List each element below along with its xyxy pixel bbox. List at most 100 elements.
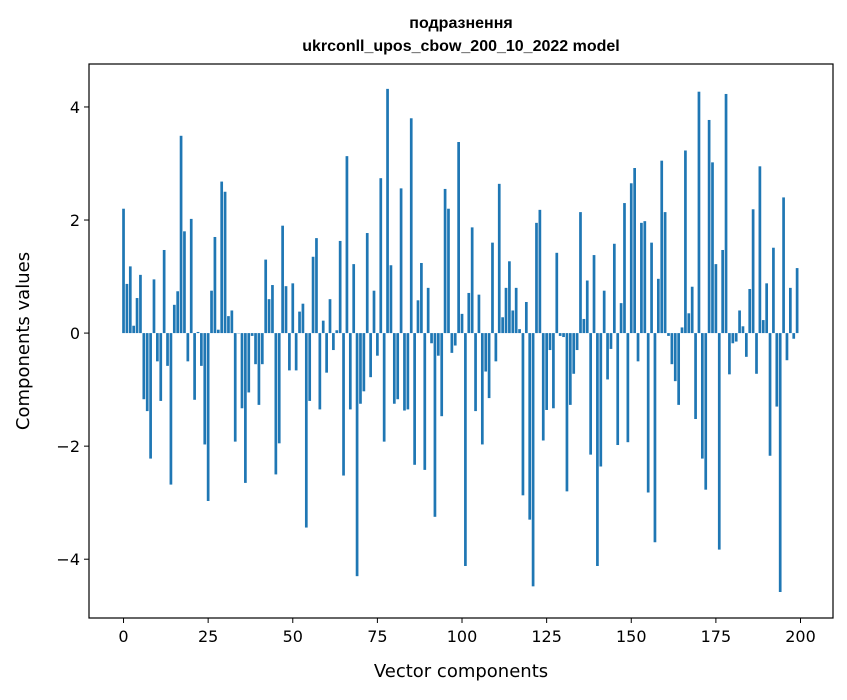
bar <box>464 333 467 566</box>
bar <box>153 279 156 333</box>
bar <box>356 333 359 576</box>
bar <box>566 333 569 491</box>
bar <box>217 330 220 333</box>
bar <box>335 330 338 333</box>
bar <box>210 291 213 333</box>
bar <box>752 209 755 333</box>
bar <box>654 333 657 542</box>
bar <box>769 333 772 456</box>
bar <box>667 333 670 336</box>
bar <box>562 333 565 337</box>
bar <box>545 333 548 410</box>
bar <box>528 333 531 520</box>
bar <box>183 231 186 333</box>
bar <box>484 333 487 371</box>
bar <box>731 333 734 343</box>
bar <box>660 161 663 333</box>
bar <box>532 333 535 586</box>
bar <box>166 333 169 366</box>
bar <box>278 333 281 443</box>
bar <box>434 333 437 517</box>
bar <box>339 241 342 333</box>
bar <box>132 326 135 333</box>
bar <box>539 210 542 333</box>
x-tick-label: 125 <box>531 627 562 646</box>
bar <box>789 288 792 333</box>
bar <box>478 295 481 333</box>
bar <box>755 333 758 374</box>
x-tick-label: 175 <box>701 627 732 646</box>
x-tick-label: 200 <box>785 627 816 646</box>
bar <box>637 333 640 361</box>
bar <box>704 333 707 490</box>
bar <box>190 219 193 333</box>
bar <box>315 238 318 333</box>
bar <box>599 333 602 466</box>
bars-group <box>122 89 798 592</box>
bar <box>593 255 596 333</box>
bar <box>501 317 504 333</box>
bar <box>535 223 538 333</box>
chart-title-line-2: ukrconll_upos_cbow_200_10_2022 model <box>302 38 619 55</box>
bar <box>447 209 450 333</box>
bar <box>346 156 349 333</box>
bar <box>322 321 325 333</box>
y-tick-label: −4 <box>56 550 80 569</box>
bar <box>163 250 166 333</box>
bar <box>491 243 494 333</box>
bar <box>681 327 684 333</box>
bar <box>742 326 745 333</box>
bar <box>407 333 410 409</box>
bar <box>586 281 589 334</box>
bar <box>369 333 372 377</box>
x-tick-label: 150 <box>616 627 647 646</box>
bar <box>379 178 382 333</box>
bar <box>430 333 433 343</box>
bar <box>451 333 454 353</box>
bar <box>691 287 694 333</box>
bar <box>200 333 203 366</box>
bar <box>603 291 606 333</box>
bar <box>630 183 633 333</box>
bar <box>759 166 762 333</box>
bar <box>129 266 132 333</box>
bar <box>227 316 230 333</box>
bar <box>274 333 277 474</box>
bar <box>498 184 501 333</box>
bar <box>224 192 227 333</box>
bar <box>748 289 751 333</box>
bar <box>352 264 355 333</box>
bar <box>244 333 247 483</box>
bar <box>193 333 196 400</box>
bar <box>664 212 667 333</box>
bar <box>782 197 785 333</box>
bar <box>403 333 406 410</box>
bar <box>146 333 149 411</box>
bar <box>765 283 768 333</box>
bar <box>325 333 328 373</box>
x-tick-label: 75 <box>367 627 387 646</box>
bar <box>251 333 254 336</box>
y-tick-label: 2 <box>70 211 80 230</box>
bar <box>515 288 518 333</box>
bar <box>417 300 420 333</box>
x-tick-label: 50 <box>283 627 303 646</box>
bar <box>481 333 484 444</box>
bar <box>775 333 778 406</box>
bar <box>230 310 233 333</box>
bar <box>552 333 555 408</box>
bar <box>616 333 619 445</box>
bar <box>427 288 430 333</box>
bar <box>792 333 795 339</box>
bar <box>126 284 129 333</box>
bar <box>495 333 498 361</box>
bar <box>508 261 511 333</box>
bar <box>383 333 386 442</box>
bar <box>555 253 558 333</box>
bar <box>657 279 660 333</box>
bar <box>596 333 599 566</box>
bar <box>674 333 677 381</box>
bar <box>627 333 630 442</box>
x-tick-label: 0 <box>118 627 128 646</box>
